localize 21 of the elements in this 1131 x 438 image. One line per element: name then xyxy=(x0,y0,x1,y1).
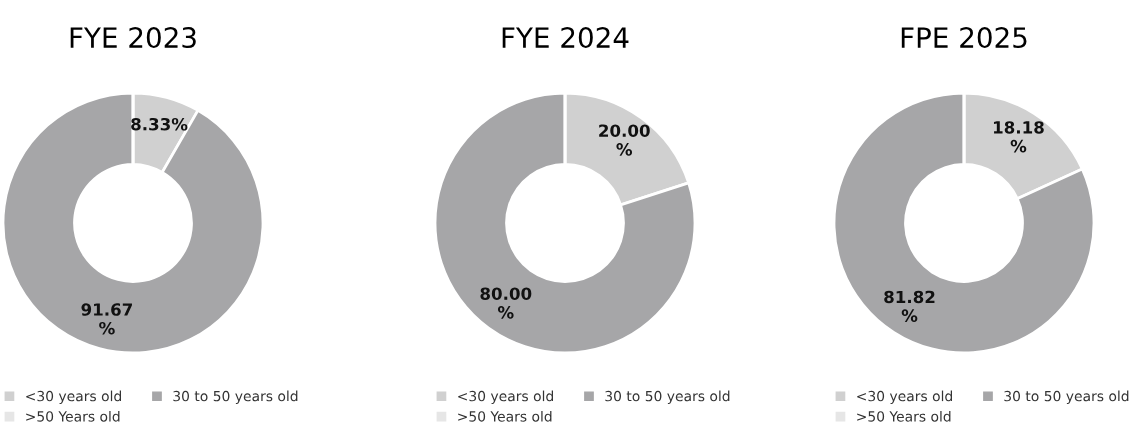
legend-label: >50 Years old xyxy=(458,410,552,422)
data-label: 81.82 % xyxy=(884,290,935,322)
data-label: 80.00 % xyxy=(480,287,532,319)
legend-label: 30 to 50 years old xyxy=(1004,390,1129,404)
legend-label: <30 years old xyxy=(458,390,553,404)
legend-label: <30 years old xyxy=(857,390,952,404)
chart-title: FYE 2024 xyxy=(502,27,629,49)
legend-label: 30 to 50 years old xyxy=(173,390,298,404)
legend-label: <30 years old xyxy=(26,390,121,404)
legend-label: >50 Years old xyxy=(857,410,951,422)
data-label: 18.18 % xyxy=(993,121,1044,153)
donut-slice xyxy=(832,91,1096,355)
chart-title: FPE 2025 xyxy=(901,27,1027,49)
chart-title: FYE 2023 xyxy=(70,27,196,49)
legend-label: 30 to 50 years old xyxy=(605,390,730,404)
donut-slice xyxy=(433,91,697,355)
data-label: 91.67 % xyxy=(81,303,132,335)
data-label: 8.33% xyxy=(131,117,188,131)
donut-slice xyxy=(1,91,265,355)
data-label: 20.00 % xyxy=(599,124,650,156)
legend-label: >50 Years old xyxy=(26,410,120,422)
